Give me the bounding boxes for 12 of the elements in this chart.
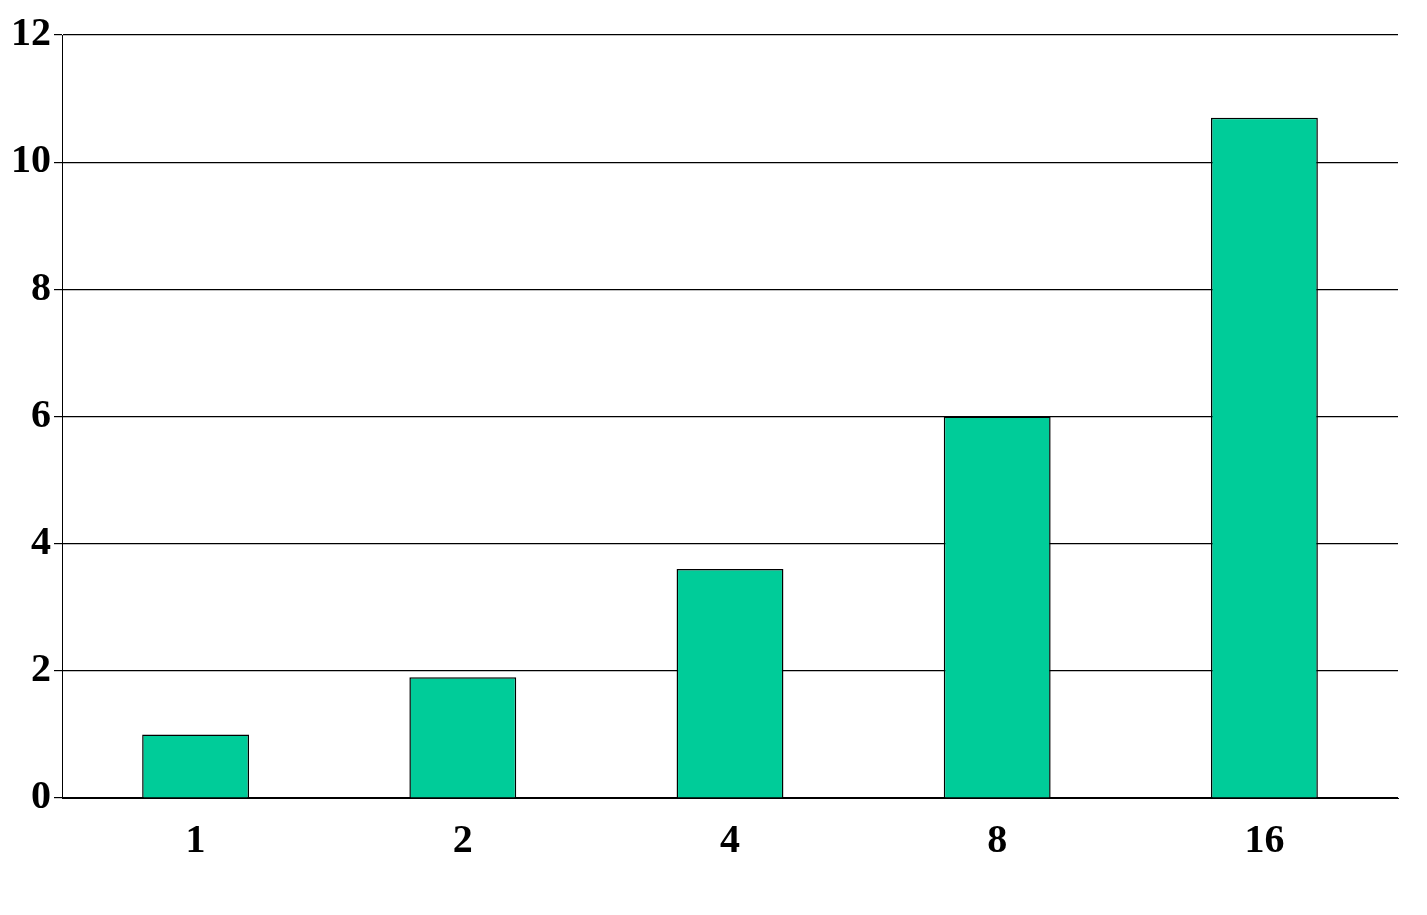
x-tick-label: 16 [1244, 816, 1285, 862]
y-tick-label: 4 [31, 517, 51, 563]
x-tick-label: 1 [185, 816, 206, 862]
y-tick-label: 0 [31, 772, 51, 818]
x-tick-label: 2 [452, 816, 473, 862]
y-tick-label: 8 [31, 263, 51, 309]
x-tick-label: 4 [720, 816, 740, 862]
y-tick-label: 6 [31, 390, 51, 436]
y-tick-label: 10 [11, 136, 51, 182]
y-tick-label: 12 [11, 9, 51, 55]
y-tick-label: 2 [31, 645, 51, 691]
x-tick-label: 8 [987, 816, 1008, 862]
